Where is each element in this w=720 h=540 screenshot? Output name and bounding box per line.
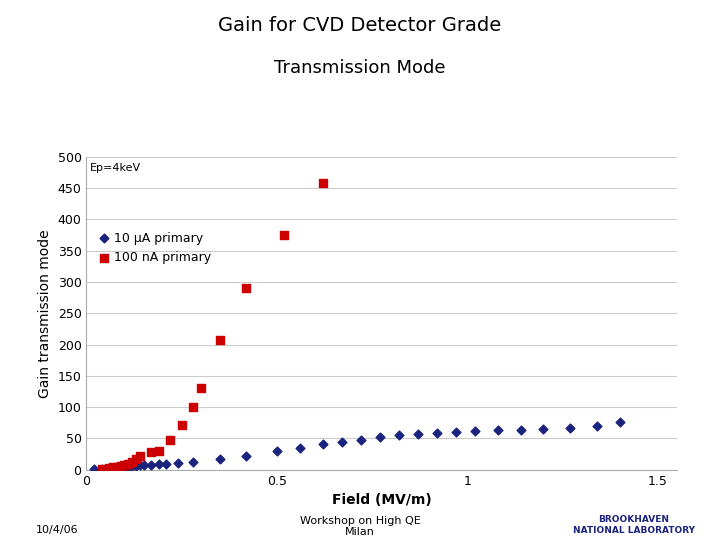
X-axis label: Field (MV/m): Field (MV/m) bbox=[332, 493, 431, 507]
10 μA primary bbox=[393, 431, 405, 440]
10 μA primary bbox=[134, 461, 145, 470]
100 nA primary bbox=[130, 455, 142, 463]
100 nA primary bbox=[119, 461, 130, 469]
Legend: 10 μA primary, 100 nA primary: 10 μA primary, 100 nA primary bbox=[99, 232, 211, 264]
100 nA primary bbox=[96, 464, 107, 473]
10 μA primary bbox=[374, 433, 385, 442]
10 μA primary bbox=[130, 462, 142, 470]
10 μA primary bbox=[515, 426, 526, 434]
100 nA primary bbox=[107, 463, 119, 471]
10 μA primary bbox=[172, 458, 184, 467]
10 μA primary bbox=[431, 429, 443, 437]
10 μA primary bbox=[564, 423, 576, 432]
10 μA primary bbox=[336, 437, 347, 446]
100 nA primary bbox=[104, 464, 115, 472]
10 μA primary bbox=[294, 443, 305, 452]
10 μA primary bbox=[240, 451, 252, 460]
10 μA primary bbox=[450, 427, 462, 436]
100 nA primary bbox=[111, 462, 122, 471]
10 μA primary bbox=[614, 418, 626, 427]
10 μA primary bbox=[145, 461, 157, 469]
100 nA primary bbox=[145, 448, 157, 457]
10 μA primary bbox=[107, 464, 119, 472]
Text: Gain for CVD Detector Grade: Gain for CVD Detector Grade bbox=[218, 16, 502, 35]
100 nA primary bbox=[122, 459, 134, 468]
10 μA primary bbox=[119, 462, 130, 471]
10 μA primary bbox=[591, 422, 603, 430]
10 μA primary bbox=[122, 462, 134, 471]
Y-axis label: Gain transmission mode: Gain transmission mode bbox=[38, 229, 52, 397]
100 nA primary bbox=[115, 462, 127, 470]
Text: BROOKHAVEN
NATIONAL LABORATORY: BROOKHAVEN NATIONAL LABORATORY bbox=[572, 515, 695, 535]
100 nA primary bbox=[187, 403, 199, 411]
100 nA primary bbox=[176, 420, 187, 429]
10 μA primary bbox=[355, 435, 366, 444]
10 μA primary bbox=[96, 464, 107, 473]
10 μA primary bbox=[104, 464, 115, 472]
100 nA primary bbox=[195, 384, 207, 393]
10 μA primary bbox=[538, 425, 549, 434]
10 μA primary bbox=[89, 465, 100, 474]
100 nA primary bbox=[279, 231, 290, 239]
10 μA primary bbox=[271, 447, 283, 455]
10 μA primary bbox=[126, 462, 138, 470]
100 nA primary bbox=[164, 435, 176, 444]
Text: Ep=4keV: Ep=4keV bbox=[90, 163, 141, 173]
Text: Transmission Mode: Transmission Mode bbox=[274, 59, 446, 77]
10 μA primary bbox=[111, 463, 122, 471]
100 nA primary bbox=[240, 284, 252, 293]
100 nA primary bbox=[126, 457, 138, 466]
Text: 10/4/06: 10/4/06 bbox=[36, 524, 78, 535]
100 nA primary bbox=[317, 179, 328, 187]
10 μA primary bbox=[317, 440, 328, 448]
10 μA primary bbox=[138, 461, 149, 470]
10 μA primary bbox=[161, 459, 172, 468]
10 μA primary bbox=[492, 426, 503, 435]
10 μA primary bbox=[115, 463, 127, 471]
100 nA primary bbox=[153, 447, 165, 455]
100 nA primary bbox=[134, 451, 145, 460]
10 μA primary bbox=[412, 430, 423, 438]
10 μA primary bbox=[187, 457, 199, 466]
10 μA primary bbox=[469, 427, 481, 435]
10 μA primary bbox=[214, 455, 225, 463]
Text: Workshop on High QE
Milan: Workshop on High QE Milan bbox=[300, 516, 420, 537]
100 nA primary bbox=[214, 335, 225, 344]
10 μA primary bbox=[153, 460, 165, 469]
